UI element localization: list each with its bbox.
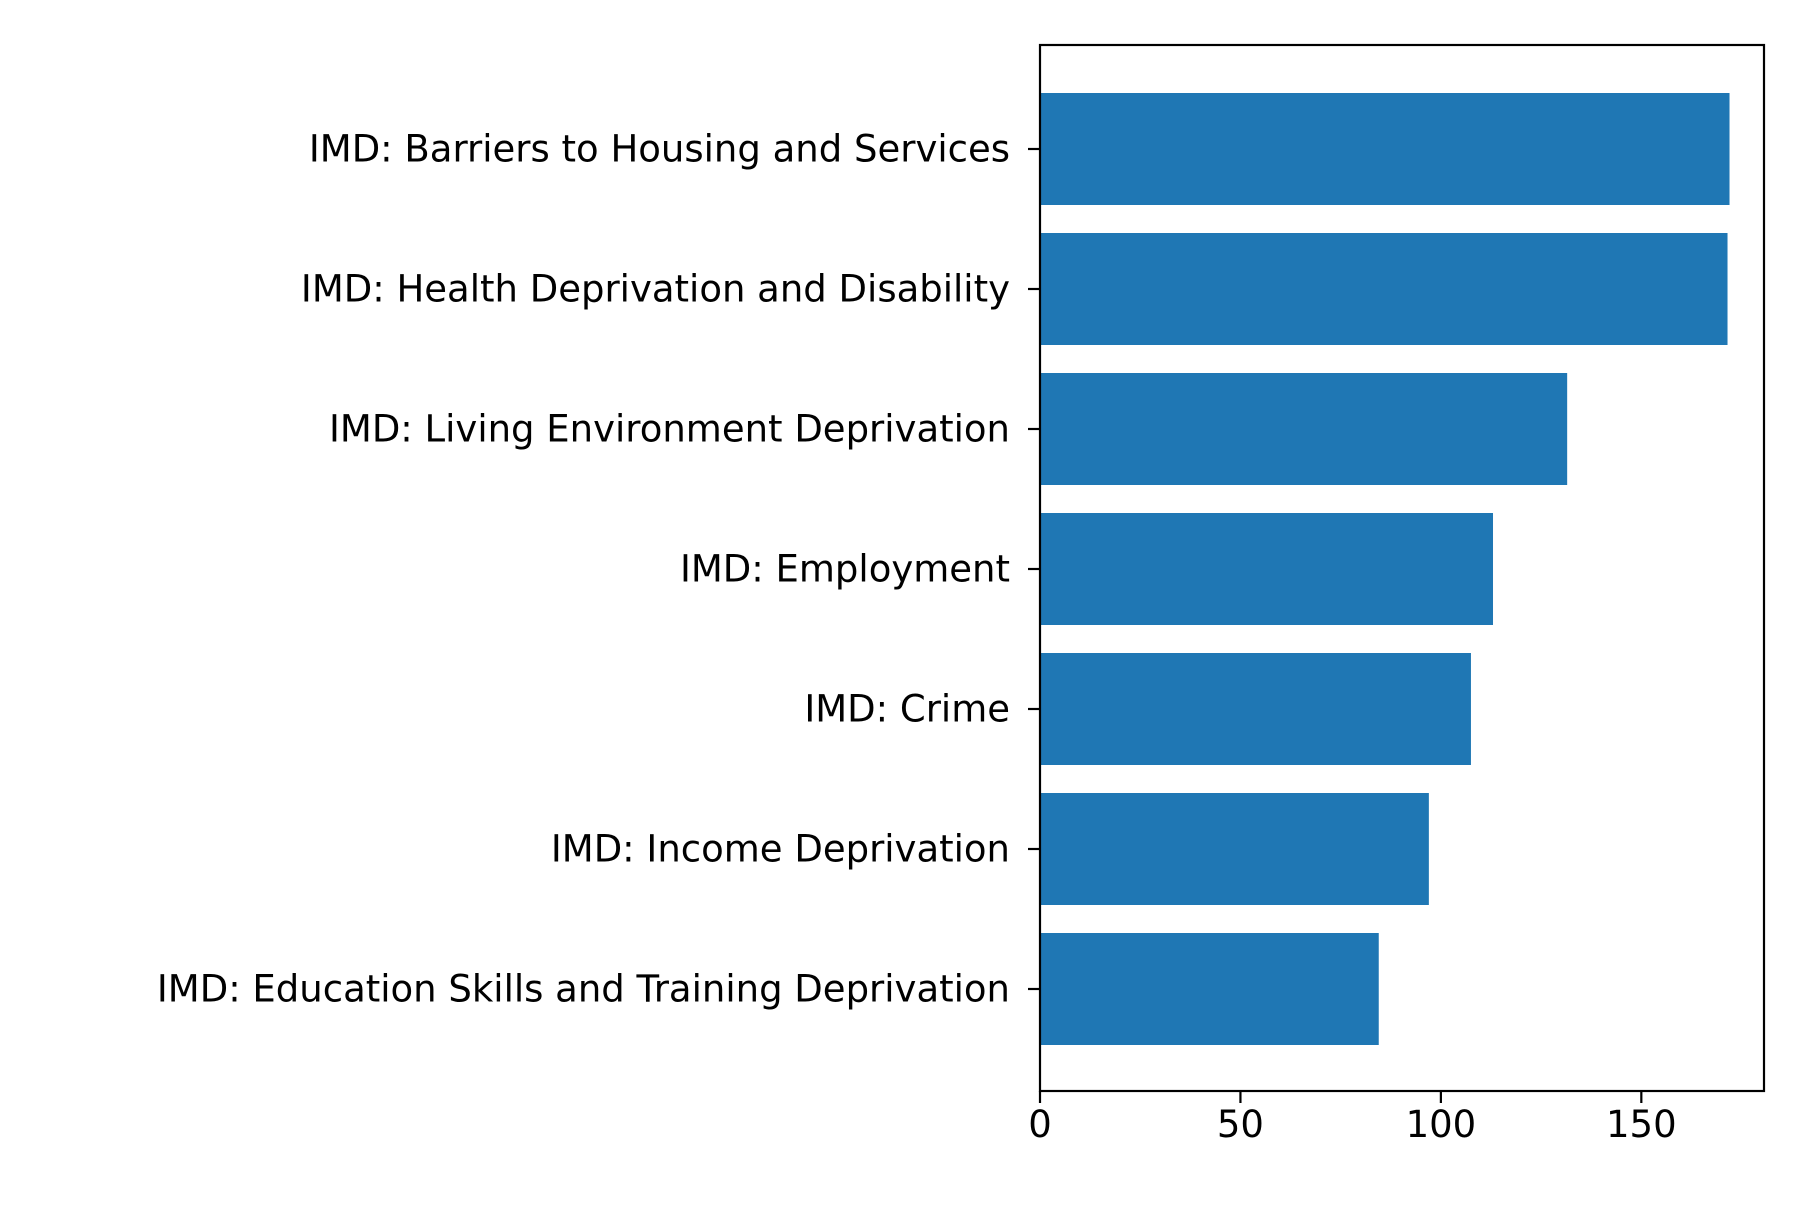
bar <box>1040 373 1568 485</box>
bar <box>1040 233 1728 345</box>
y-tick-label: IMD: Health Deprivation and Disability <box>301 268 1010 311</box>
x-tick-label: 50 <box>1217 1103 1264 1146</box>
bar <box>1040 933 1379 1045</box>
x-axis-ticks: 0 50 100 150 <box>1028 1091 1677 1146</box>
plot-frame <box>1038 43 1766 1093</box>
y-tick-label: IMD: Employment <box>680 548 1010 591</box>
bar <box>1040 653 1471 765</box>
y-tick-label: IMD: Living Environment Deprivation <box>329 408 1010 451</box>
y-tick-label: IMD: Barriers to Housing and Services <box>309 128 1010 171</box>
bar <box>1040 513 1494 625</box>
x-tick-label: 150 <box>1606 1103 1677 1146</box>
x-tick-label: 100 <box>1406 1103 1477 1146</box>
bar <box>1040 793 1429 905</box>
bars-layer <box>1040 93 1730 1045</box>
y-tick-label: IMD: Crime <box>804 688 1010 731</box>
bar <box>1040 93 1730 205</box>
x-tick-label: 0 <box>1028 1103 1052 1146</box>
y-tick-label: IMD: Education Skills and Training Depri… <box>157 968 1010 1011</box>
y-tick-label: IMD: Income Deprivation <box>551 828 1010 871</box>
y-axis-ticks: IMD: Barriers to Housing and Services IMD… <box>157 128 1040 1011</box>
